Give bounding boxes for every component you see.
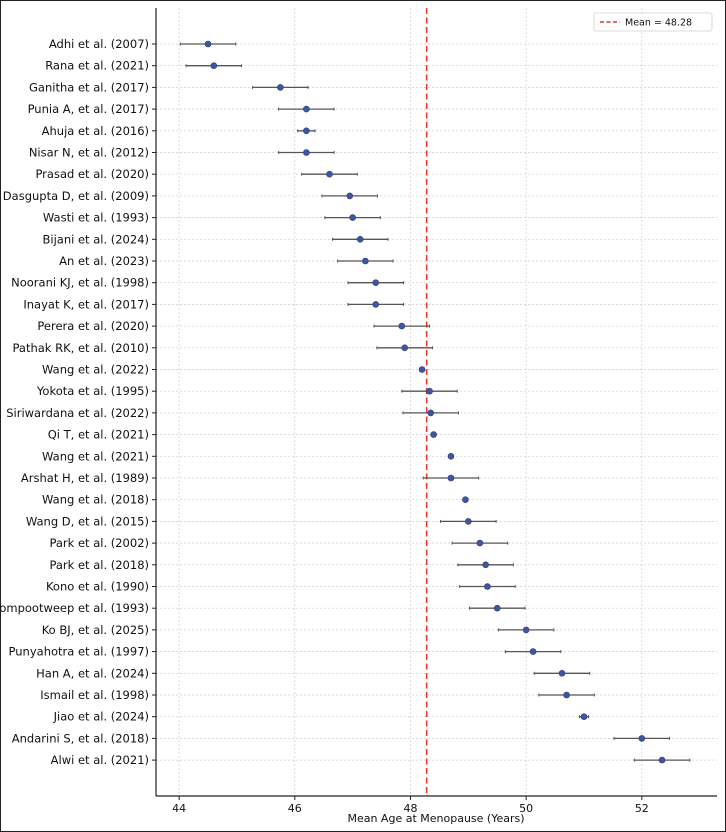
error-bars [179,42,691,762]
x-axis-label: Mean Age at Menopause (Years) [347,812,524,825]
mean-point [447,452,455,460]
study-label: Park et al. (2002) [49,536,149,550]
mean-point [356,236,364,243]
legend: Mean = 48.28 [593,12,713,32]
study-label: Ko BJ, et al. (2025) [42,623,149,637]
mean-point [482,561,489,569]
mean-point [484,583,491,590]
study-label: Chompootweep et al. (1993) [0,601,149,615]
mean-point [277,84,284,91]
study-label: Bijani et al. (2024) [43,232,150,246]
plot-axes [155,8,717,797]
study-label: Punyahotra et al. (1997) [9,645,149,659]
study-label: Yokota et al. (1995) [36,384,149,398]
mean-point [658,756,666,764]
mean-point [362,257,369,265]
study-label: Inayat K, et al. (2017) [23,297,149,311]
mean-point [204,40,212,48]
mean-point [303,105,310,113]
study-label: Alwi et al. (2021) [51,753,149,767]
x-tick-label: 48 [403,802,417,815]
study-label: Dasgupta D, et al. (2009) [3,189,149,203]
study-label: Perera et al. (2020) [37,319,149,333]
study-label: Rana et al. (2021) [45,59,149,73]
mean-point [303,127,310,135]
study-label: Wasti et al. (1993) [43,211,149,225]
mean-point [398,322,406,330]
mean-point [529,648,537,655]
study-label: Jiao et al. (2024) [53,710,149,724]
study-label: Ganitha et al. (2017) [29,80,149,94]
mean-point [427,409,435,417]
study-label: Ahuja et al. (2016) [42,124,149,138]
study-label: Wang et al. (2021) [42,449,149,463]
mean-point [465,518,472,525]
x-ticks: 44 46 48 50 52 [172,796,649,815]
mean-point [476,539,484,547]
mean-point [418,366,426,373]
study-label: Adhi et al. (2007) [49,37,149,51]
mean-point [303,149,310,156]
study-label: Ismail et al. (1998) [40,688,149,702]
mean-point [522,626,530,634]
study-labels: Adhi et al. (2007) Rana et al. (2021) Gani… [0,37,156,767]
study-label: Andarini S, et al. (2018) [12,731,149,745]
study-label: Wang D, et al. (2015) [26,514,149,528]
x-tick-label: 52 [635,802,649,815]
mean-point [447,474,455,482]
study-label: Wang et al. (2018) [42,493,149,507]
legend-box [593,12,713,32]
study-label: Qi T, et al. (2021) [48,428,149,442]
legend-label: Mean = 48.28 [625,18,692,29]
x-tick-label: 50 [519,802,533,815]
mean-point [349,214,356,221]
study-label: Han A, et al. (2024) [36,666,149,680]
mean-point [210,62,218,69]
mean-point [430,431,437,438]
mean-point [563,691,570,699]
mean-point [346,192,354,200]
study-label: Prasad et al. (2020) [35,167,149,181]
mean-point [372,301,380,308]
mean-point [401,344,408,352]
x-tick-label: 44 [172,802,186,815]
study-label: Pathak RK, et al. (2010) [12,341,149,355]
study-label: An et al. (2023) [59,254,149,268]
grid [156,8,717,796]
mean-point [372,279,380,287]
study-label: Siriwardana et al. (2022) [6,406,149,420]
study-label: Noorani KJ, et al. (1998) [11,276,149,290]
mean-point [462,496,469,504]
study-label: Punia A, et al. (2017) [28,102,149,116]
study-label: Kono et al. (1990) [46,580,149,594]
study-label: Nisar N, et al. (2012) [29,146,149,160]
mean-point [326,170,333,178]
study-label: Arshat H, et al. (1989) [21,471,149,485]
mean-points [204,40,666,764]
mean-point [493,604,501,612]
mean-point [558,669,566,677]
mean-point [426,387,433,395]
mean-point [580,713,588,721]
mean-point [638,735,646,742]
study-label: Park et al. (2018) [49,558,149,572]
study-label: Wang et al. (2022) [42,363,149,377]
x-tick-label: 46 [288,802,302,815]
